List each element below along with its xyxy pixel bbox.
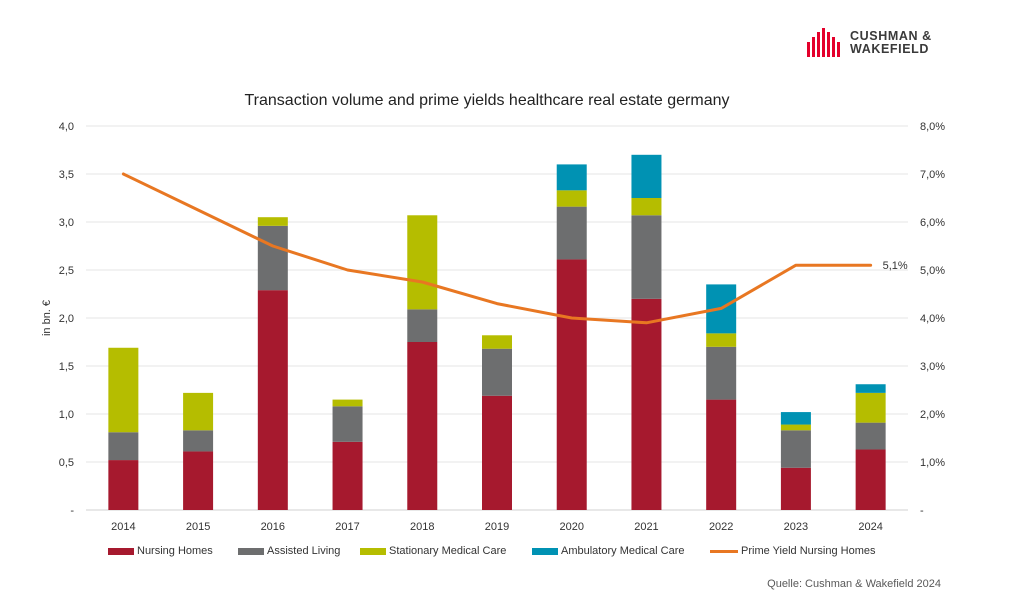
y2-tick-label: 4,0% (920, 313, 945, 325)
y2-tick-label: 1,0% (920, 457, 945, 469)
y2-tick-label: 8,0% (920, 121, 945, 133)
brand-line-2: WAKEFIELD (850, 42, 930, 56)
x-tick-label: 2023 (784, 521, 808, 533)
bar-stationary-medical-care (855, 392, 886, 423)
x-tick-label: 2020 (559, 521, 583, 533)
bar-ambulatory-medical-care (556, 164, 587, 191)
y-tick-label: 2,0 (59, 313, 74, 325)
bar-nursing-homes (108, 460, 139, 510)
legend-label: Stationary Medical Care (389, 545, 507, 557)
x-tick-label: 2019 (485, 521, 509, 533)
bar-stationary-medical-care (257, 217, 288, 226)
x-tick-label: 2018 (410, 521, 434, 533)
y-tick-label: 1,0 (59, 409, 74, 421)
legend-swatch (532, 547, 558, 555)
x-tick-label: 2015 (186, 521, 210, 533)
bar-stationary-medical-care (482, 335, 512, 349)
bar-assisted-living (631, 215, 662, 299)
bar-stationary-medical-care (556, 190, 587, 207)
bar-nursing-homes (257, 290, 288, 510)
annotations: 5,1% (883, 260, 908, 272)
y-tick-label: 2,5 (59, 265, 74, 277)
x-tick-label: 2022 (709, 521, 733, 533)
x-tick-label: 2021 (634, 521, 658, 533)
y2-tick-label: - (920, 505, 924, 517)
bar-stationary-medical-care (332, 399, 363, 407)
y2-tick-label: 2,0% (920, 409, 945, 421)
y2-tick-label: 7,0% (920, 169, 945, 181)
y-tick-label: - (70, 505, 74, 517)
y2-tick-label: 5,0% (920, 265, 945, 277)
x-tick-label: 2017 (335, 521, 359, 533)
bar-ambulatory-medical-care (631, 154, 662, 198)
legend-item-stationary-medical-care: Stationary Medical Care (360, 545, 506, 557)
bar-assisted-living (706, 346, 737, 400)
y-tick-label: 1,5 (59, 361, 74, 373)
legend-label: Nursing Homes (137, 545, 213, 557)
legend-label: Ambulatory Medical Care (561, 545, 685, 557)
bar-nursing-homes (855, 449, 886, 510)
bar-nursing-homes (183, 451, 214, 510)
brand-line-1: CUSHMAN & (850, 29, 932, 43)
right-axis-ticks: - 1,0% 2,0% 3,0% 4,0% 5,0% 6,0% 7,0% 8,0% (920, 121, 945, 517)
legend-label: Prime Yield Nursing Homes (741, 545, 876, 557)
bar-stationary-medical-care (631, 198, 662, 216)
bar-assisted-living (183, 430, 214, 452)
y2-tick-label: 3,0% (920, 361, 945, 373)
legend-item-assisted-living: Assisted Living (238, 545, 340, 557)
legend-item-prime-yield: Prime Yield Nursing Homes (710, 545, 876, 557)
y-tick-label: 0,5 (59, 457, 74, 469)
legend-item-nursing-homes: Nursing Homes (108, 545, 213, 557)
bar-nursing-homes (482, 395, 512, 510)
legend-label: Assisted Living (267, 545, 341, 557)
bar-ambulatory-medical-care (855, 384, 886, 393)
x-tick-label: 2014 (111, 521, 135, 533)
x-axis-ticks: 2014 2015 2016 2017 2018 2019 2020 2021 2022 2023… (111, 521, 883, 533)
x-tick-label: 2016 (261, 521, 285, 533)
bar-stationary-medical-care (706, 333, 737, 347)
legend-swatch (360, 547, 386, 555)
bar-stationary-medical-care (780, 424, 811, 431)
source-note: Quelle: Cushman & Wakefield 2024 (767, 578, 941, 590)
brand-name: CUSHMAN & WAKEFIELD (850, 30, 932, 56)
bar-nursing-homes (706, 399, 737, 510)
yield-line (121, 172, 873, 325)
bar-assisted-living (482, 348, 512, 396)
bar-assisted-living (855, 422, 886, 450)
bar-assisted-living (556, 206, 587, 260)
bar-assisted-living (780, 430, 811, 468)
bar-stationary-medical-care (183, 392, 214, 431)
bar-assisted-living (108, 432, 139, 461)
y-axis-label: in bn. € (41, 300, 53, 336)
data-label: 5,1% (883, 260, 908, 272)
bar-ambulatory-medical-care (780, 412, 811, 425)
bar-nursing-homes (332, 441, 363, 510)
bar-assisted-living (407, 309, 438, 342)
bar-stationary-medical-care (407, 215, 438, 310)
bar-nursing-homes (631, 298, 662, 510)
legend-item-ambulatory-medical-care: Ambulatory Medical Care (532, 545, 685, 557)
bar-stationary-medical-care (108, 347, 139, 433)
yield-line-path (121, 172, 873, 325)
x-tick-label: 2024 (858, 521, 882, 533)
legend-swatch (108, 547, 134, 555)
legend-swatch (238, 547, 264, 555)
y-tick-label: 3,5 (59, 169, 74, 181)
chart-title: Transaction volume and prime yields heal… (245, 92, 730, 109)
bars (108, 154, 886, 510)
legend-swatch (710, 549, 738, 553)
bar-nursing-homes (780, 467, 811, 510)
y2-tick-label: 6,0% (920, 217, 945, 229)
bar-assisted-living (257, 225, 288, 291)
bar-assisted-living (332, 406, 363, 442)
left-axis-ticks: - 0,5 1,0 1,5 2,0 2,5 3,0 3,5 4,0 (59, 121, 75, 517)
y-tick-label: 3,0 (59, 217, 74, 229)
bar-nursing-homes (407, 342, 438, 510)
cushman-wakefield-logo-icon (807, 28, 840, 57)
y-tick-label: 4,0 (59, 121, 74, 133)
brand-logo: CUSHMAN & WAKEFIELD (806, 28, 956, 60)
bar-nursing-homes (556, 259, 587, 510)
